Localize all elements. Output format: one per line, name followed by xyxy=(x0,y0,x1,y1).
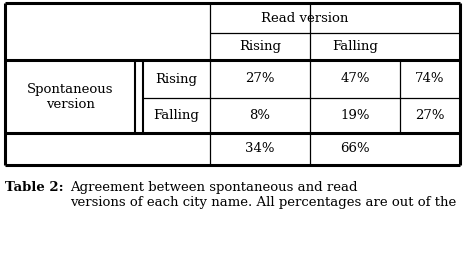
Text: 74%: 74% xyxy=(415,73,445,86)
Text: 34%: 34% xyxy=(245,143,275,155)
Text: 19%: 19% xyxy=(340,109,370,122)
Text: 47%: 47% xyxy=(340,73,370,86)
Text: Agreement between spontaneous and read
versions of each city name. All percentag: Agreement between spontaneous and read v… xyxy=(70,181,456,209)
Text: Table 2:: Table 2: xyxy=(5,181,63,194)
Text: Spontaneous
version: Spontaneous version xyxy=(27,83,113,110)
Text: Rising: Rising xyxy=(239,40,281,53)
Text: 66%: 66% xyxy=(340,143,370,155)
Text: Rising: Rising xyxy=(156,73,197,86)
Text: 27%: 27% xyxy=(245,73,275,86)
Text: 27%: 27% xyxy=(415,109,445,122)
Text: Read version: Read version xyxy=(261,11,349,24)
Text: 8%: 8% xyxy=(250,109,271,122)
Text: Falling: Falling xyxy=(332,40,378,53)
Text: Falling: Falling xyxy=(154,109,199,122)
